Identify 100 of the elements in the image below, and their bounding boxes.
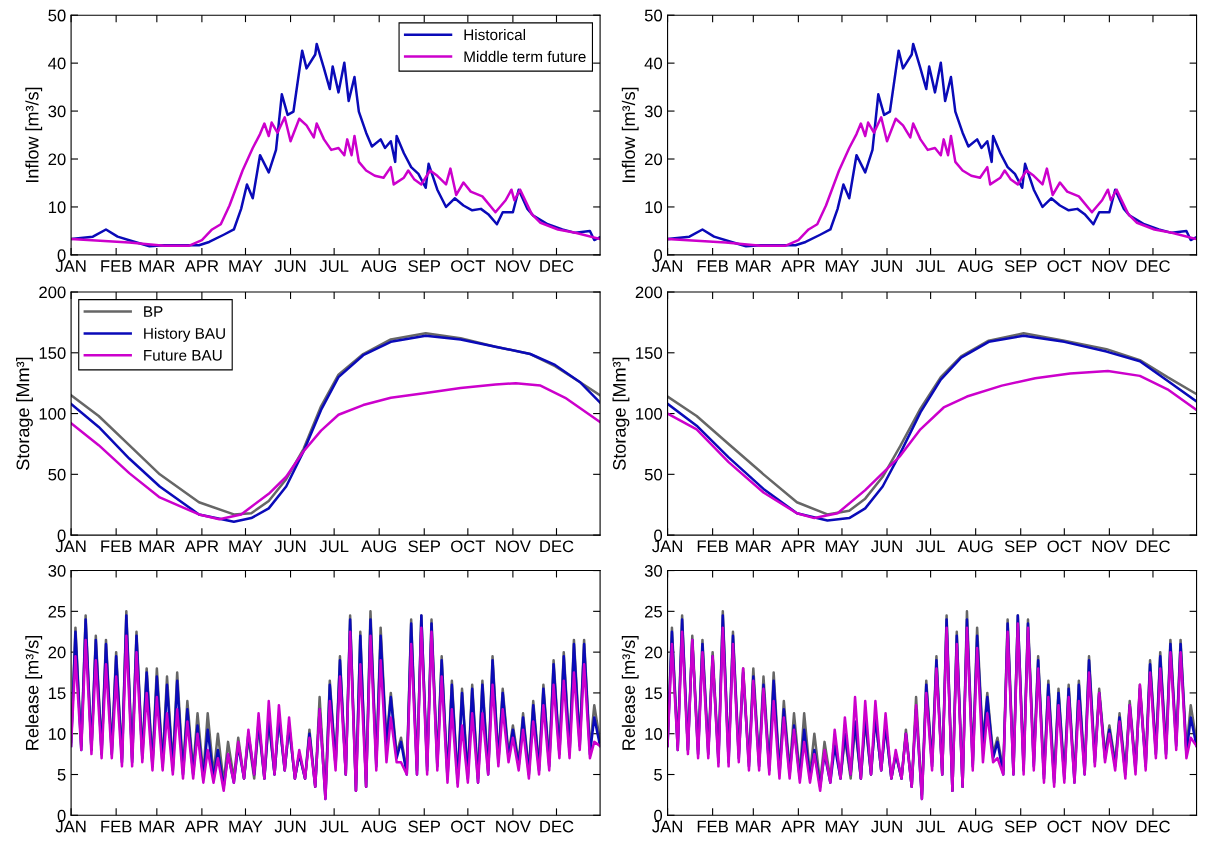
x-tick-label: OCT bbox=[1047, 820, 1082, 833]
x-tick-label: SEP bbox=[1004, 820, 1037, 833]
legend-label: Middle term future bbox=[464, 50, 586, 63]
y-tick-label: 100 bbox=[39, 407, 66, 420]
y-tick-label: 10 bbox=[645, 201, 663, 214]
y-tick-label: 20 bbox=[48, 153, 66, 166]
x-tick-label: MAY bbox=[825, 260, 860, 272]
y-tick-label: 50 bbox=[644, 9, 663, 22]
y-tick-label: 20 bbox=[645, 153, 663, 166]
y-tick-label: 25 bbox=[645, 605, 663, 618]
y-tick-label: 0 bbox=[57, 809, 66, 822]
x-tick-label: MAR bbox=[139, 540, 175, 553]
line-series bbox=[667, 116, 1197, 248]
y-tick-label: 15 bbox=[48, 687, 66, 700]
x-tick-label: MAY bbox=[825, 820, 860, 833]
y-axis-title: Storage [Mm³] bbox=[612, 357, 630, 470]
x-tick-label: SEP bbox=[408, 820, 441, 833]
y-tick-label: 30 bbox=[48, 105, 66, 118]
x-tick-label: DEC bbox=[540, 260, 574, 272]
y-tick-label: 20 bbox=[645, 646, 663, 659]
x-tick-label: JAN bbox=[55, 260, 86, 272]
x-tick-label: MAR bbox=[736, 260, 772, 272]
y-tick-label: 50 bbox=[644, 468, 663, 481]
x-tick-label: OCT bbox=[451, 820, 486, 833]
x-tick-label: NOV bbox=[496, 260, 531, 272]
x-tick-label: APR bbox=[781, 540, 815, 553]
x-tick-label: JAN bbox=[652, 260, 682, 272]
x-tick-label: JUL bbox=[916, 820, 945, 833]
x-tick-label: MAY bbox=[825, 540, 860, 553]
line-series bbox=[667, 369, 1197, 520]
x-tick-label: MAR bbox=[736, 820, 772, 833]
x-tick-label: APR bbox=[184, 540, 219, 553]
x-tick-label: NOV bbox=[1092, 820, 1128, 833]
x-tick-label: AUG bbox=[957, 260, 993, 272]
x-tick-label: JAN bbox=[55, 820, 86, 833]
x-tick-label: MAY bbox=[229, 820, 263, 833]
x-tick-label: OCT bbox=[1047, 540, 1082, 553]
x-tick-label: JUN bbox=[871, 820, 902, 833]
x-tick-label: DEC bbox=[1136, 820, 1170, 833]
y-tick-label: 0 bbox=[654, 529, 663, 542]
y-tick-label: 30 bbox=[48, 564, 66, 577]
y-tick-label: 10 bbox=[645, 728, 663, 740]
y-axis-title: Inflow [m³/s] bbox=[621, 87, 639, 183]
x-tick-label: DEC bbox=[1136, 540, 1170, 553]
x-tick-label: OCT bbox=[1047, 260, 1082, 272]
x-tick-label: SEP bbox=[1004, 540, 1037, 553]
x-tick-label: NOV bbox=[1092, 260, 1128, 272]
x-tick-label: MAY bbox=[229, 260, 263, 272]
x-tick-label: OCT bbox=[451, 260, 486, 272]
y-tick-label: 40 bbox=[644, 57, 663, 70]
y-tick-label: 30 bbox=[644, 105, 663, 118]
x-tick-label: FEB bbox=[697, 260, 728, 272]
legend-label: Historical bbox=[464, 28, 526, 41]
x-tick-label: MAR bbox=[139, 260, 175, 272]
x-tick-label: APR bbox=[184, 820, 219, 833]
y-axis-title: Release [m³/s] bbox=[621, 636, 639, 750]
y-axis-title: Release [m³/s] bbox=[25, 636, 43, 750]
y-axis-title: Storage [Mm³] bbox=[16, 357, 33, 470]
y-tick-label: 50 bbox=[48, 9, 66, 22]
x-tick-label: FEB bbox=[101, 260, 132, 272]
x-tick-label: JUL bbox=[916, 260, 945, 272]
y-tick-label: 50 bbox=[48, 468, 66, 481]
x-tick-label: JAN bbox=[55, 540, 86, 553]
y-tick-label: 5 bbox=[57, 769, 66, 781]
x-tick-label: FEB bbox=[697, 540, 728, 553]
legend-label: Future BAU bbox=[144, 350, 222, 361]
x-tick-label: FEB bbox=[101, 540, 132, 553]
x-tick-label: DEC bbox=[540, 540, 574, 553]
x-tick-label: JUL bbox=[319, 260, 349, 272]
x-tick-label: SEP bbox=[408, 260, 441, 272]
y-tick-label: 150 bbox=[39, 347, 66, 359]
y-tick-label: 10 bbox=[48, 201, 66, 214]
x-tick-label: JAN bbox=[652, 820, 682, 833]
x-tick-label: JUN bbox=[871, 260, 902, 272]
line-series bbox=[71, 116, 601, 248]
legend-label: BP bbox=[144, 306, 163, 317]
line-series bbox=[71, 381, 601, 521]
x-tick-label: APR bbox=[184, 260, 219, 272]
x-tick-label: JUL bbox=[319, 540, 349, 553]
x-tick-label: FEB bbox=[101, 820, 132, 833]
y-tick-label: 25 bbox=[48, 605, 66, 618]
x-tick-label: JUN bbox=[274, 260, 306, 272]
y-tick-label: 150 bbox=[636, 347, 663, 359]
y-tick-label: 0 bbox=[57, 249, 66, 262]
x-tick-label: JUN bbox=[274, 820, 306, 833]
x-tick-label: JUN bbox=[274, 540, 306, 553]
y-tick-label: 200 bbox=[635, 286, 663, 299]
x-tick-label: DEC bbox=[1136, 260, 1170, 272]
x-tick-label: AUG bbox=[957, 820, 993, 833]
x-tick-label: NOV bbox=[1092, 540, 1128, 553]
x-tick-label: MAY bbox=[229, 540, 263, 553]
x-tick-label: MAR bbox=[736, 540, 772, 553]
y-tick-label: 5 bbox=[654, 769, 663, 781]
y-tick-label: 0 bbox=[654, 249, 663, 262]
x-tick-label: APR bbox=[781, 820, 815, 833]
y-tick-label: 30 bbox=[644, 564, 663, 577]
y-axis-title: Inflow [m³/s] bbox=[25, 87, 43, 183]
x-tick-label: AUG bbox=[361, 540, 396, 553]
x-tick-label: NOV bbox=[496, 540, 531, 553]
x-tick-label: NOV bbox=[496, 820, 531, 833]
